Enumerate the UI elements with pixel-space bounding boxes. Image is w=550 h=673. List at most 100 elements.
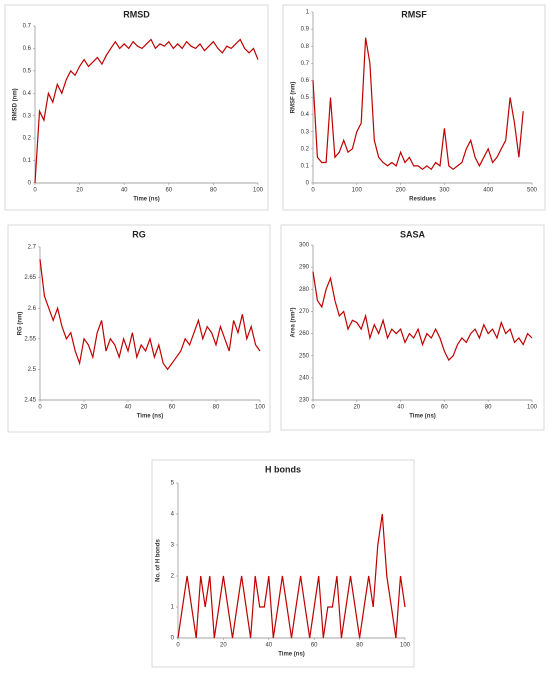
x-tick-label: 40 — [265, 643, 272, 649]
x-tick-label: 80 — [356, 643, 363, 649]
x-tick-label: 0 — [33, 188, 37, 194]
y-tick-label: 230 — [299, 398, 310, 404]
y-axis-label: No. of H bonds — [156, 539, 162, 582]
y-tick-label: 240 — [299, 375, 310, 381]
y-tick-label: 2.55 — [24, 336, 36, 342]
y-axis-label: RMSF (nm) — [291, 82, 297, 114]
chart-panel: RG 2.45 2.5 2.55 2.6 2.65 2.7 0 20 40 60 80 100 Time … — [7, 224, 271, 433]
y-tick-label: 0.7 — [301, 61, 310, 67]
x-tick-label: 100 — [255, 405, 266, 411]
x-tick-label: 20 — [76, 188, 83, 194]
x-tick-label: 60 — [169, 405, 176, 411]
y-tick-label: 0.5 — [23, 68, 32, 74]
x-tick-label: 100 — [400, 643, 411, 649]
y-tick-label: 2.6 — [28, 306, 37, 312]
y-tick-label: 1 — [306, 10, 310, 16]
chart-title: RG — [132, 229, 146, 239]
panel-border — [151, 459, 415, 668]
x-axis-label: Time (ns) — [133, 197, 160, 203]
y-tick-label: 4 — [171, 512, 175, 518]
y-tick-label: 0 — [306, 181, 310, 187]
y-tick-label: 260 — [299, 331, 310, 337]
x-tick-label: 40 — [121, 188, 128, 194]
y-tick-label: 300 — [299, 243, 310, 249]
chart-panel: SASA 230 240 250 260 270 280 290 300 0 20 40 60 80 100… — [280, 224, 545, 431]
x-tick-label: 60 — [441, 405, 448, 411]
y-tick-label: 0.8 — [301, 44, 310, 50]
x-tick-label: 60 — [311, 643, 318, 649]
x-tick-label: 300 — [439, 188, 450, 194]
y-tick-label: 2.7 — [28, 245, 37, 251]
y-tick-label: 250 — [299, 353, 310, 359]
chart-panel: RMSD 0 0.1 0.2 0.3 0.4 0.5 0.6 0.7 0 20 40 60 80 100 Ti… — [4, 4, 269, 211]
x-tick-label: 40 — [125, 405, 132, 411]
y-axis-label: RG (nm) — [18, 312, 24, 336]
y-tick-label: 0.3 — [23, 113, 32, 119]
y-tick-label: 280 — [299, 287, 310, 293]
x-tick-label: 0 — [311, 405, 315, 411]
x-tick-label: 80 — [485, 405, 492, 411]
y-tick-label: 0.1 — [301, 163, 310, 169]
x-tick-label: 200 — [396, 188, 407, 194]
x-tick-label: 80 — [210, 188, 217, 194]
y-axis-label: RMSD (nm) — [13, 88, 19, 120]
y-tick-label: 0.2 — [301, 146, 310, 152]
y-axis-label: Area (nm²) — [290, 307, 297, 337]
x-tick-label: 20 — [353, 405, 360, 411]
x-axis-label: Time (ns) — [278, 652, 305, 658]
x-tick-label: 100 — [253, 188, 264, 194]
chart-title: H bonds — [265, 464, 301, 474]
panel-border — [4, 4, 269, 211]
y-tick-label: 0.1 — [23, 158, 32, 164]
x-tick-label: 60 — [165, 188, 172, 194]
y-tick-label: 0.5 — [301, 95, 310, 101]
data-line — [312, 37, 524, 171]
y-tick-label: 2.45 — [24, 398, 36, 404]
x-tick-label: 20 — [220, 643, 227, 649]
y-tick-label: 0.7 — [23, 24, 32, 30]
x-tick-label: 100 — [527, 405, 538, 411]
y-tick-label: 5 — [171, 481, 175, 487]
y-tick-label: 290 — [299, 265, 310, 271]
x-tick-label: 40 — [397, 405, 404, 411]
x-tick-label: 0 — [311, 188, 315, 194]
x-tick-label: 20 — [81, 405, 88, 411]
y-tick-label: 270 — [299, 309, 310, 315]
y-tick-label: 0.6 — [23, 46, 32, 52]
x-axis-label: Time (ns) — [137, 414, 164, 420]
data-line — [177, 513, 406, 639]
y-tick-label: 0 — [171, 636, 175, 642]
y-tick-label: 3 — [171, 543, 175, 549]
chart-panel: RMSF 0 0.1 0.2 0.3 0.4 0.5 0.6 0.7 0.8 0.9 1 0 100 200… — [282, 4, 546, 211]
chart-title: RMSD — [123, 9, 150, 19]
panel-border — [280, 224, 545, 431]
data-line — [39, 259, 261, 371]
y-tick-label: 0.4 — [301, 112, 310, 118]
y-tick-label: 1 — [171, 605, 175, 611]
y-tick-label: 0.4 — [23, 91, 32, 97]
y-tick-label: 2.5 — [28, 367, 37, 373]
chart-title: SASA — [400, 229, 426, 239]
x-tick-label: 0 — [176, 643, 180, 649]
chart-panel: H bonds 0 1 2 3 4 5 0 20 40 60 80 100 Time (ns) No. of… — [151, 459, 415, 668]
panel-border — [282, 4, 546, 211]
x-axis-label: Time (ns) — [409, 414, 436, 420]
y-tick-label: 0.3 — [301, 129, 310, 135]
y-tick-label: 2 — [171, 574, 175, 580]
y-tick-label: 0.2 — [23, 136, 32, 142]
x-tick-label: 80 — [213, 405, 220, 411]
y-tick-label: 0.9 — [301, 27, 310, 33]
x-axis-label: Residues — [409, 197, 436, 203]
y-tick-label: 2.65 — [24, 275, 36, 281]
x-tick-label: 0 — [38, 405, 42, 411]
x-tick-label: 400 — [483, 188, 494, 194]
x-tick-label: 100 — [352, 188, 363, 194]
data-line — [34, 38, 259, 184]
y-tick-label: 0 — [28, 181, 32, 187]
chart-title: RMSF — [401, 9, 427, 19]
data-line — [312, 271, 533, 362]
x-tick-label: 500 — [527, 188, 538, 194]
panel-border — [7, 224, 271, 433]
y-tick-label: 0.6 — [301, 78, 310, 84]
